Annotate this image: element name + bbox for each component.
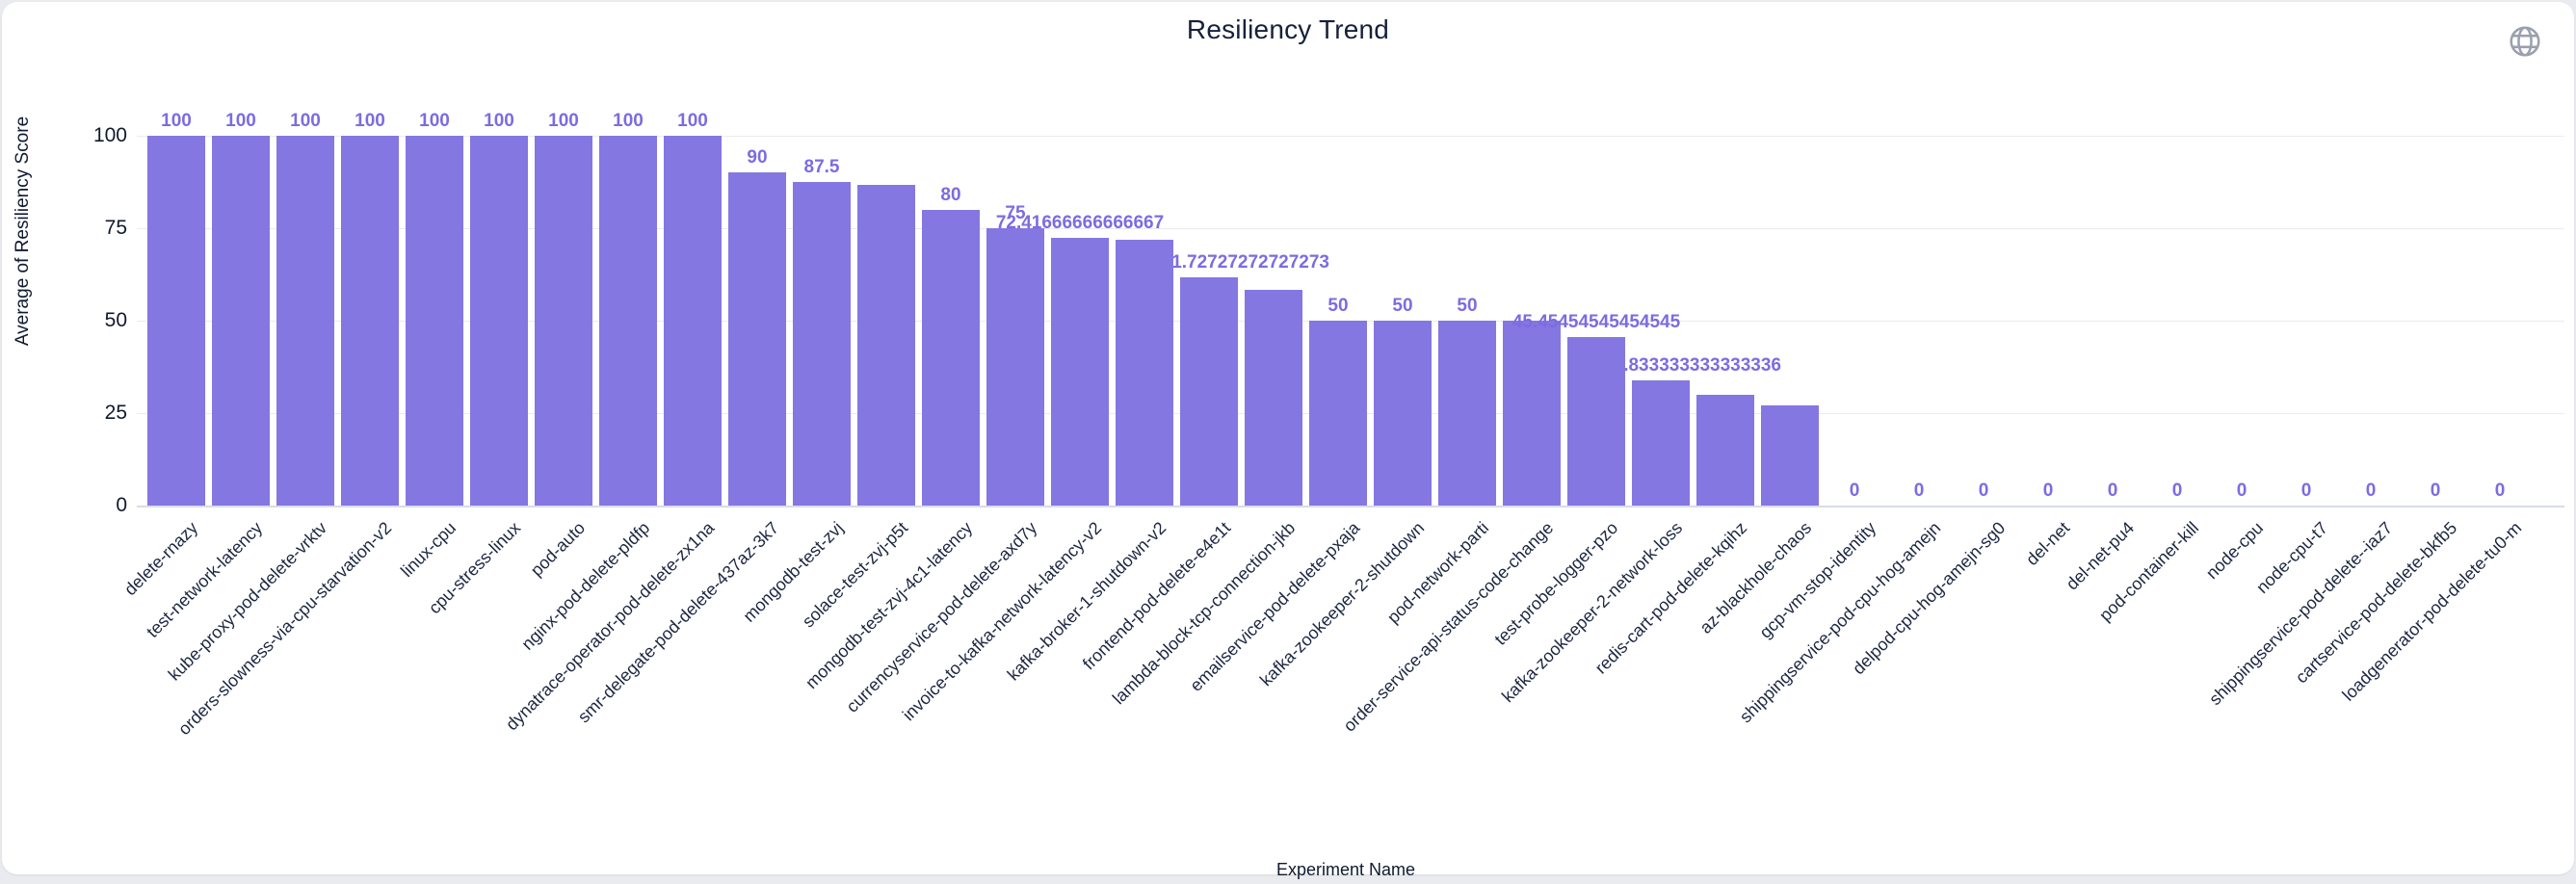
x-axis-label: gcp-vm-stop-identity — [1755, 518, 1880, 642]
y-axis-tick-label: 25 — [104, 402, 127, 424]
bar-value-label-text: 33.833333333333336 — [1625, 355, 1781, 377]
bar-value-label: 100 — [548, 111, 579, 131]
bar-solace-test-zvj-p5t[interactable] — [857, 185, 915, 506]
bar-value-label: 100 — [161, 111, 192, 131]
x-axis-label: test-network-latency — [143, 518, 267, 642]
chart-title: Resiliency Trend — [1186, 14, 1390, 44]
bar-pod-network-parti[interactable] — [1438, 321, 1496, 506]
bar-value-label: 0 — [2236, 481, 2247, 501]
bar-nginx-pod-delete-pldfp[interactable] — [599, 136, 657, 506]
bar-value-label: 100 — [290, 111, 321, 131]
bar-value-label: 50 — [1392, 296, 1413, 316]
bar-kafka-zookeeper-2-shutdown[interactable] — [1374, 321, 1432, 506]
bar-az-blackhole-chaos[interactable] — [1761, 405, 1819, 506]
y-axis-tick-label: 100 — [92, 124, 127, 146]
bar-value-label: 100 — [355, 111, 385, 131]
bar-value-label: 0 — [2042, 481, 2054, 501]
bar-order-service-api-status-code-change[interactable] — [1503, 321, 1561, 506]
x-axis-label: az-blackhole-chaos — [1695, 518, 1816, 637]
bar-test-probe-logger-pzo[interactable] — [1567, 337, 1625, 506]
bar-value-label: 90 — [747, 147, 768, 169]
bar-value-label: 100 — [484, 111, 514, 131]
bar-delete-rnazy[interactable] — [147, 136, 205, 506]
bar-dynatrace-operator-pod-delete-zx1na[interactable] — [664, 136, 722, 506]
bar-invoice-to-kafka-network-latency-v2[interactable] — [1051, 237, 1109, 506]
bar-value-label: 0 — [1849, 481, 1860, 501]
bar-value-label: 0 — [1913, 481, 1925, 501]
bar-value-label: 61.72727272727273 — [1173, 252, 1329, 273]
x-axis-line — [137, 506, 2564, 507]
bar-cpu-stress-linux[interactable] — [470, 136, 528, 506]
bar-lambda-block-tcp-connection-jkb[interactable] — [1245, 290, 1302, 506]
bar-frontend-pod-delete-e4e1t[interactable] — [1180, 276, 1238, 506]
bar-kube-proxy-pod-delete-vrktv[interactable] — [276, 136, 334, 506]
x-axis-label: test-probe-logger-pzo — [1490, 518, 1622, 649]
bar-kafka-broker-1-shutdown-v2[interactable] — [1116, 239, 1173, 506]
bar-value-label: 100 — [225, 111, 256, 131]
bar-value-label: 0 — [2171, 481, 2183, 501]
bar-value-label: 100 — [419, 111, 450, 131]
bar-value-label: 75 — [1005, 203, 1026, 223]
bar-value-label: 0 — [2107, 481, 2118, 501]
globe-icon[interactable] — [2507, 23, 2543, 60]
bar-redis-cart-pod-delete-kqihz[interactable] — [1696, 394, 1754, 506]
bar-value-label: 50 — [1457, 296, 1478, 316]
bar-currencyservice-pod-delete-axd7y[interactable] — [986, 228, 1044, 506]
bar-smr-delegate-pod-delete-437az-3k7[interactable] — [728, 172, 786, 506]
bar-test-network-latency[interactable] — [212, 136, 270, 506]
bar-value-label: 0 — [1978, 481, 1989, 501]
bar-orders-slowness-via-cpu-starvation-v2[interactable] — [341, 136, 399, 506]
bar-pod-auto[interactable] — [535, 136, 592, 506]
bar-value-label: 0 — [2365, 481, 2377, 501]
bar-mongodb-test-zvj[interactable] — [793, 182, 851, 506]
y-axis-tick-label: 0 — [116, 494, 127, 516]
bar-value-label: 50 — [1327, 296, 1349, 316]
bar-value-label: 33.833333333333336 — [1625, 355, 1781, 377]
gridline — [137, 136, 2564, 137]
x-axis-label: pod-auto — [526, 518, 590, 581]
x-axis-label: node-cpu — [2201, 518, 2268, 584]
bar-value-label: 72.41666666666667 — [995, 212, 1165, 233]
bar-value-label: 0 — [2494, 481, 2506, 501]
bar-value-label: 0 — [2300, 481, 2312, 501]
bar-linux-cpu[interactable] — [406, 136, 463, 506]
x-axis-title: Experiment Name — [1275, 860, 1416, 879]
y-axis-tick-label: 75 — [104, 217, 127, 239]
bar-value-label: 87.5 — [803, 157, 840, 177]
bar-emailservice-pod-delete-pxaja[interactable] — [1309, 321, 1367, 506]
bar-mongodb-test-zvj-4c1-latency[interactable] — [922, 209, 980, 506]
bar-value-label: 45.45454545454545 — [1511, 312, 1681, 333]
y-axis-tick-label: 50 — [104, 309, 127, 331]
bar-kafka-zookeeper-2-network-loss[interactable] — [1632, 380, 1690, 506]
bar-value-label: 80 — [940, 184, 961, 205]
bar-value-label: 100 — [613, 111, 644, 131]
bar-value-label: 100 — [677, 111, 708, 131]
gridline — [137, 228, 2564, 229]
bar-value-label: 0 — [2430, 481, 2441, 501]
x-axis-label: del-net — [2022, 518, 2074, 570]
x-axis-label: linux-cpu — [397, 518, 460, 582]
bar-value-label-text: 61.72727272727273 — [1173, 251, 1329, 273]
x-axis-label: nginx-pod-delete-pldfp — [517, 518, 654, 654]
